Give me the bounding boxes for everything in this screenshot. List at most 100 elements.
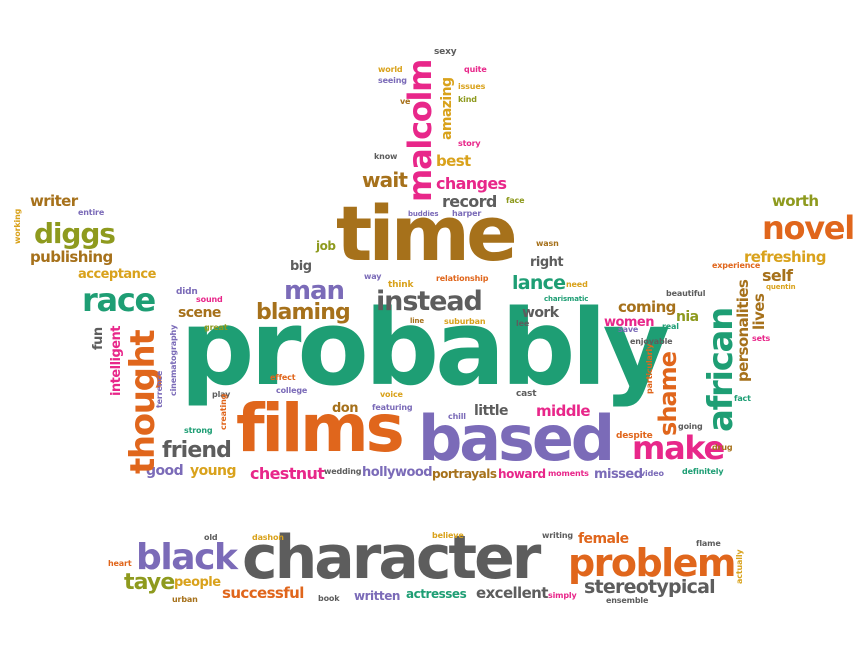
word-despite: despite [616, 431, 653, 441]
word-college: college [276, 386, 308, 395]
word-enjoyable: enjoyable [630, 337, 673, 346]
word-lance: lance [512, 272, 566, 294]
word-think: think [388, 280, 414, 290]
word-working: working [13, 208, 22, 244]
word-going: going [678, 422, 703, 431]
word-dashon: dashon [252, 533, 284, 542]
word-effect: effect [270, 373, 296, 382]
word-suburban: suburban [444, 317, 486, 326]
word-particularly: particularly [645, 343, 654, 394]
word-people: people [174, 575, 221, 590]
word-need: need [566, 280, 588, 289]
word-blaming: blaming [256, 300, 351, 325]
word-don: don [332, 401, 358, 416]
word-young: young [190, 463, 236, 479]
word-line: line [410, 317, 424, 325]
word-novel: novel [762, 209, 855, 247]
word-instead: instead [376, 286, 483, 317]
word-featuring: featuring [372, 403, 413, 412]
word-big: big [290, 259, 312, 274]
word-job: job [316, 239, 336, 253]
word-entire: entire [78, 208, 105, 217]
word-writing: writing [542, 531, 573, 540]
word-know: know [374, 152, 398, 161]
word-wasn: wasn [536, 239, 559, 248]
word-nia: nia [676, 309, 699, 325]
word-changes: changes [436, 174, 507, 193]
word-heart: heart [108, 559, 132, 568]
word-amazing: amazing [439, 77, 455, 141]
word-chestnut: chestnut [250, 464, 325, 483]
word-simply: simply [548, 591, 577, 600]
word-successful: successful [222, 584, 304, 602]
word-worth: worth [772, 192, 819, 210]
word-didn: didn [176, 287, 198, 297]
word-right: right [530, 255, 564, 270]
word-writer: writer [30, 192, 78, 210]
word-record: record [442, 192, 497, 211]
word-charismatic: charismatic [544, 295, 589, 303]
word-coming: coming [618, 298, 676, 316]
word-diggs: diggs [34, 217, 116, 250]
word-fun: fun [91, 327, 106, 350]
word-wait: wait [362, 168, 408, 192]
word-video: video [640, 469, 664, 478]
word-self: self [762, 266, 793, 285]
word-beautiful: beautiful [666, 289, 706, 298]
word-stereotypical: stereotypical [584, 576, 716, 598]
word-women: women [604, 315, 654, 330]
word-malcolm: malcolm [401, 59, 439, 202]
word-race: race [82, 281, 156, 319]
word-howard: howard [498, 467, 546, 481]
word-refreshing: refreshing [744, 248, 826, 266]
word-terrence: terrence [155, 370, 164, 408]
word-personalities: personalities [734, 279, 752, 382]
word-publishing: publishing [30, 248, 113, 266]
word-save: save [618, 325, 639, 334]
word-believe: believe [432, 531, 464, 540]
word-creating: creating [219, 393, 228, 430]
word-old: old [204, 533, 218, 542]
word-problem: problem [568, 541, 737, 585]
word-probably: probably [180, 287, 671, 409]
word-actually: actually [735, 549, 744, 584]
word-female: female [578, 531, 629, 547]
word-relationship: relationship [436, 274, 489, 283]
word-good: good [146, 463, 184, 479]
word-definitely: definitely [682, 467, 724, 476]
word-films: films [236, 390, 405, 467]
word-fact: fact [734, 394, 751, 403]
word-time: time [336, 189, 518, 278]
word-flame: flame [696, 539, 721, 548]
word-black: black [136, 537, 238, 578]
word-portrayals: portrayals [432, 467, 497, 481]
word-make: make [632, 429, 725, 467]
word-story: story [458, 139, 481, 148]
word-acceptance: acceptance [78, 267, 156, 282]
word-friend: friend [162, 438, 232, 463]
word-quentin: quentin [766, 283, 796, 291]
word-cinematography: cinematography [169, 324, 178, 396]
word-intelligent: intelligent [109, 326, 124, 396]
word-middle: middle [536, 402, 591, 420]
word-seeing: seeing [378, 76, 407, 85]
word-great: great [204, 323, 228, 332]
word-excellent: excellent [476, 584, 548, 602]
word-sound: sound [196, 295, 223, 304]
word-moments: moments [548, 469, 589, 478]
word-cast: cast [516, 389, 537, 399]
word-hollywood: hollywood [362, 465, 433, 480]
word-lives: lives [750, 293, 768, 330]
word-book: book [318, 594, 340, 603]
word-scene: scene [178, 305, 221, 321]
word-play: play [212, 390, 231, 399]
word-sexy: sexy [434, 47, 457, 57]
word-face: face [506, 196, 525, 205]
word-sets: sets [752, 334, 771, 343]
word-voice: voice [380, 390, 403, 399]
word-way: way [364, 272, 382, 281]
word-shame: shame [654, 351, 682, 436]
word-actresses: actresses [406, 587, 467, 601]
word-written: written [354, 589, 400, 603]
